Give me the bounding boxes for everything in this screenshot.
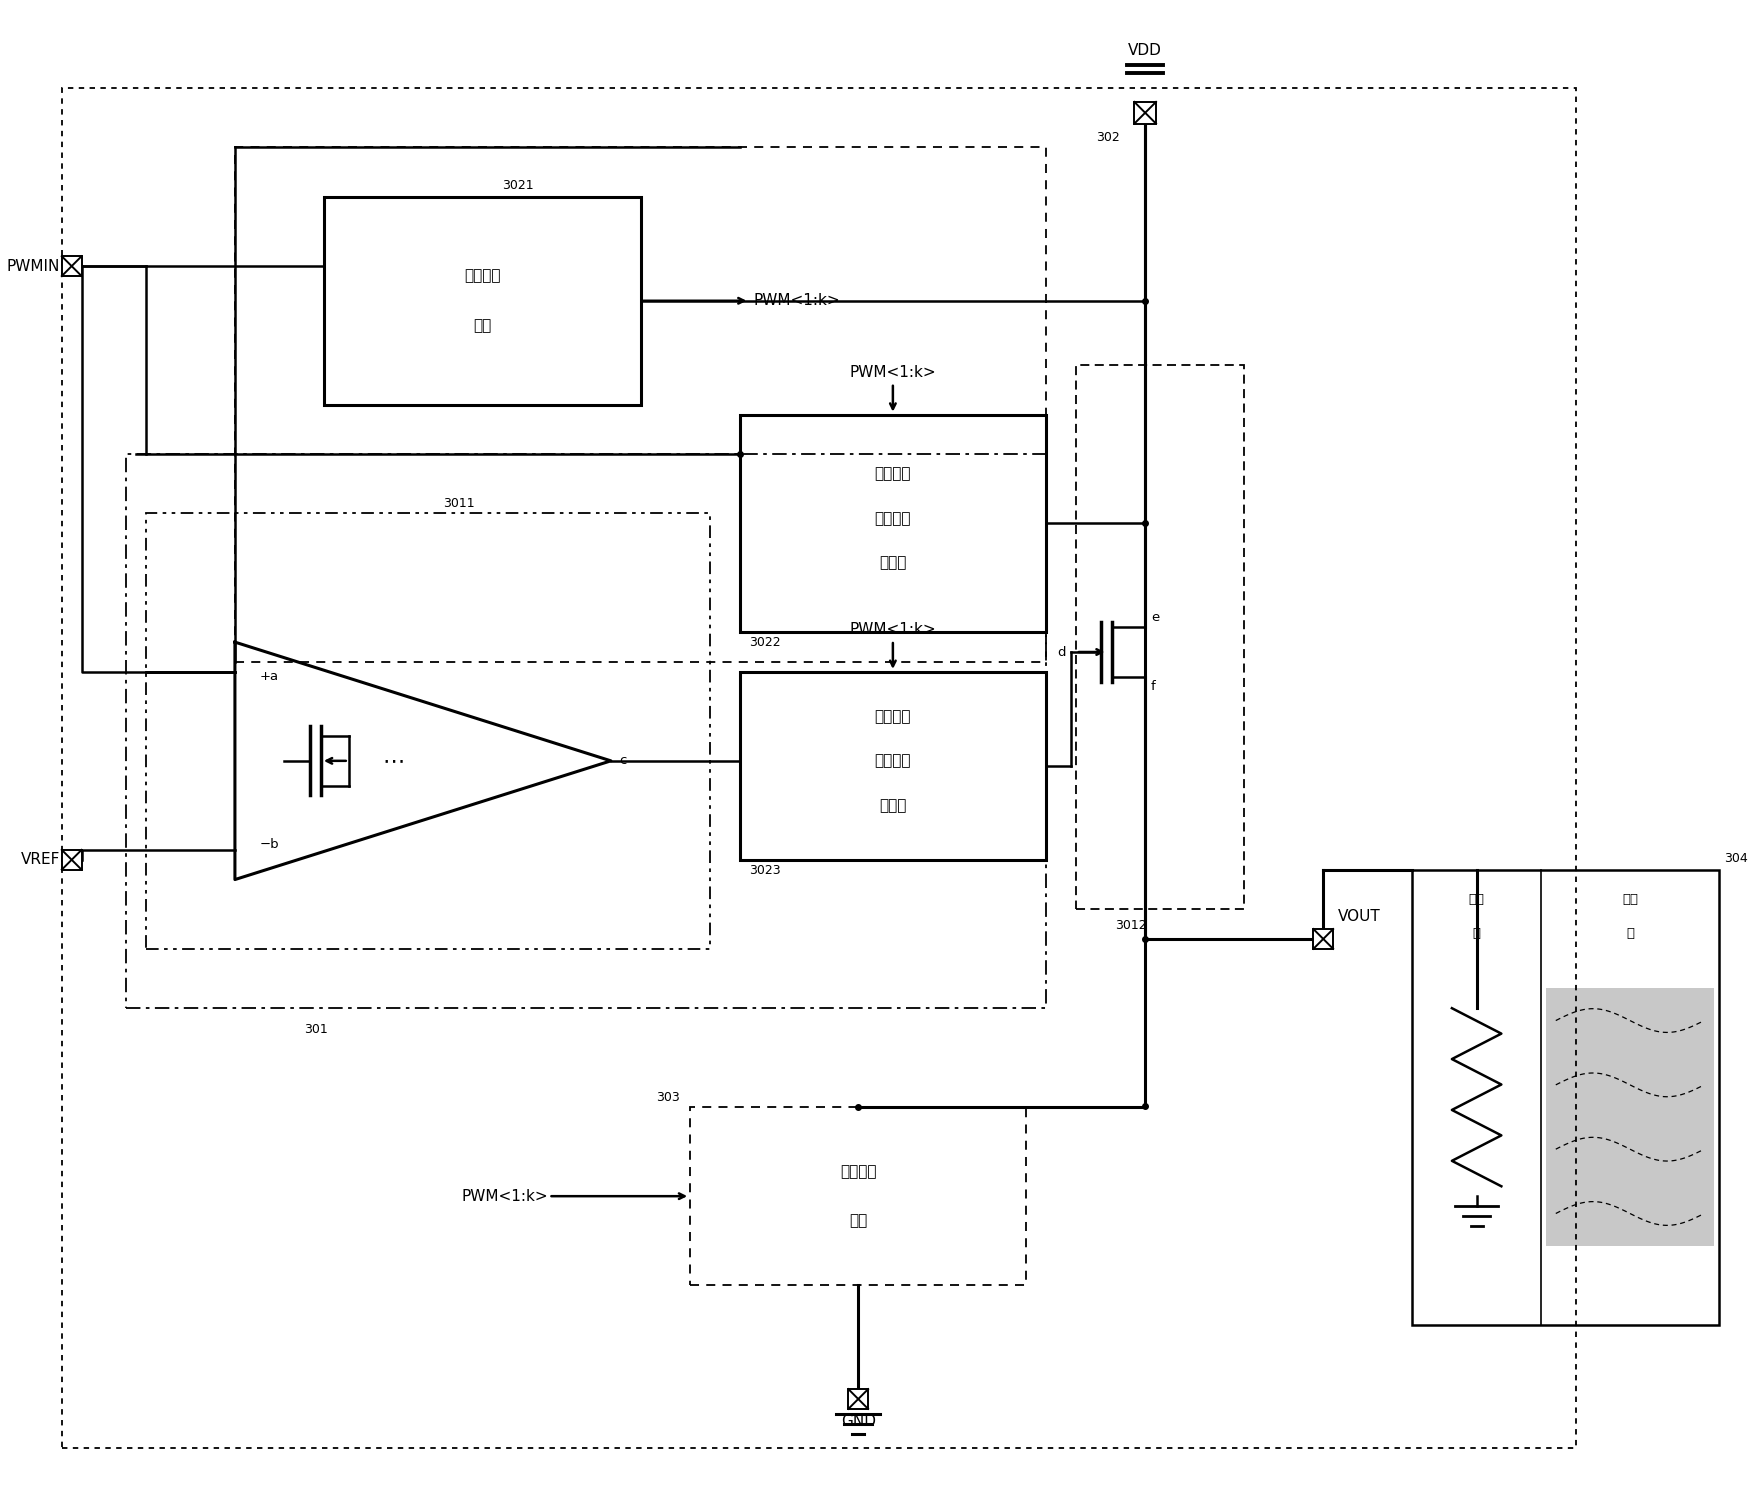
Text: f: f	[1151, 680, 1156, 693]
Bar	[62, 256, 81, 276]
Text: 子电路: 子电路	[880, 556, 906, 571]
Bar	[1545, 989, 1714, 1245]
Text: 302: 302	[1096, 131, 1119, 145]
Text: +a: +a	[260, 671, 278, 683]
Text: c: c	[620, 754, 627, 768]
Text: VREF: VREF	[21, 853, 60, 868]
Text: 电路: 电路	[848, 1214, 868, 1229]
Text: PWM<1:k>: PWM<1:k>	[850, 622, 936, 637]
Text: VOUT: VOUT	[1338, 910, 1382, 924]
Text: d: d	[1058, 646, 1067, 659]
Text: 控制存储: 控制存储	[875, 753, 912, 768]
Text: PWM<1:k>: PWM<1:k>	[753, 294, 840, 309]
Text: 304: 304	[1725, 851, 1748, 865]
Bar	[848, 1390, 868, 1409]
Text: 电路: 电路	[473, 318, 491, 332]
Text: 第一状态: 第一状态	[875, 467, 912, 482]
Text: 光波: 光波	[1623, 893, 1639, 907]
Text: 3012: 3012	[1116, 918, 1148, 932]
Text: 301: 301	[304, 1023, 327, 1036]
Text: 3023: 3023	[750, 863, 781, 877]
Text: 3022: 3022	[750, 637, 781, 649]
Text: 热调: 热调	[1468, 893, 1485, 907]
Bar	[1412, 869, 1720, 1325]
Text: 3011: 3011	[444, 497, 475, 510]
Text: 导: 导	[1626, 927, 1633, 941]
Bar	[739, 672, 1045, 860]
Bar	[1075, 365, 1244, 910]
Text: 子电路: 子电路	[880, 798, 906, 813]
Bar	[739, 414, 1045, 632]
Bar	[324, 197, 641, 404]
Text: 303: 303	[656, 1091, 679, 1105]
Text: PWMIN: PWMIN	[7, 258, 60, 274]
Text: 器: 器	[1473, 927, 1480, 941]
Text: 第二状态: 第二状态	[875, 708, 912, 723]
Bar	[234, 148, 1045, 662]
Bar	[127, 455, 1045, 1008]
Text: 3021: 3021	[502, 179, 533, 192]
Text: 瞬态增强: 瞬态增强	[840, 1164, 876, 1179]
Bar	[146, 513, 709, 948]
Text: PWM<1:k>: PWM<1:k>	[850, 365, 936, 380]
Text: VDD: VDD	[1128, 43, 1162, 58]
Text: ⋯: ⋯	[382, 751, 405, 771]
Bar	[690, 1108, 1026, 1285]
Text: GND: GND	[841, 1413, 876, 1428]
Text: PWM<1:k>: PWM<1:k>	[461, 1188, 549, 1203]
Text: −b: −b	[260, 838, 280, 851]
Bar	[1133, 101, 1156, 124]
Bar	[62, 850, 81, 869]
Text: 控制存储: 控制存储	[875, 511, 912, 526]
Text: 时序控制: 时序控制	[465, 268, 500, 283]
Text: e: e	[1151, 611, 1160, 623]
Bar	[62, 88, 1575, 1448]
Bar	[1313, 929, 1332, 948]
